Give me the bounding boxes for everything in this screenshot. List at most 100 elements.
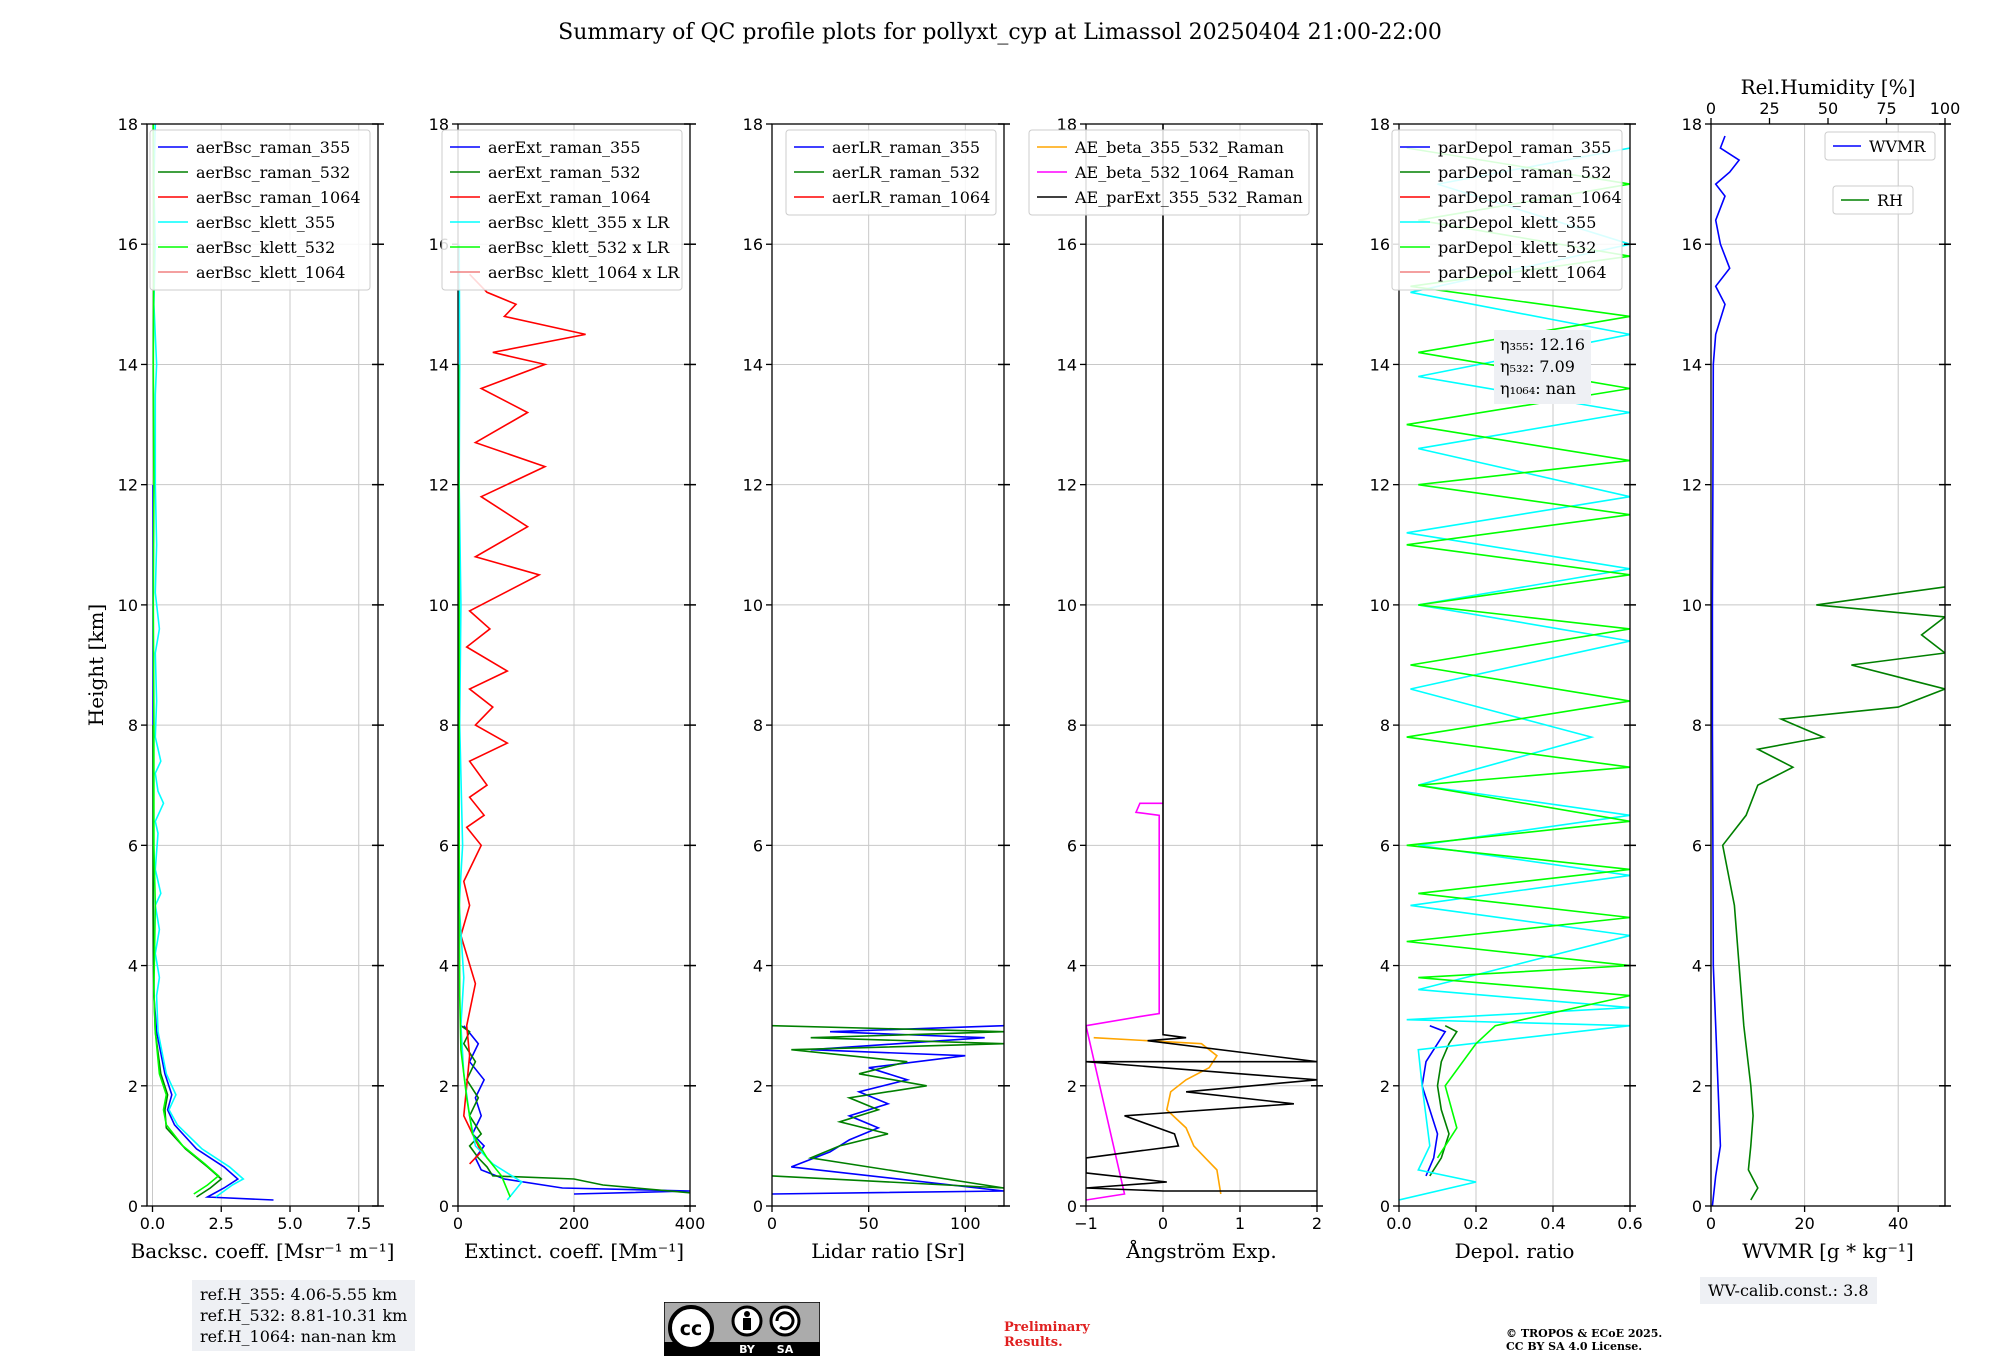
top-x-tick-label: 0	[1706, 99, 1716, 118]
x-tick-label: 0	[1706, 1214, 1716, 1233]
legend-label: aerBsc_raman_532	[196, 163, 350, 182]
top-x-tick-label: 75	[1876, 99, 1896, 118]
series-line-pardepol-raman-532	[1429, 1024, 1458, 1177]
y-tick-label: 2	[1692, 1077, 1702, 1096]
y-tick-label: 6	[1380, 836, 1390, 855]
panel-depolarization: 0 2 4 6 8 10 12 14 16 18 0.0 0.2 0.4 0.6 Depol. ratio p…	[1370, 115, 1643, 1263]
legend-label: parDepol_raman_355	[1438, 138, 1611, 157]
cc-label: cc	[680, 1318, 703, 1340]
ref-height-1064: ref.H_1064: nan-nan km	[200, 1327, 397, 1346]
x-axis-label: WVMR [g * kg⁻¹]	[1742, 1239, 1914, 1263]
series-line-aerbsc-raman-532	[152, 725, 223, 1198]
y-tick-label: 10	[429, 596, 449, 615]
x-tick-label: 100	[950, 1214, 981, 1233]
y-tick-label: 12	[1682, 476, 1702, 495]
legend-frame	[149, 129, 371, 291]
y-tick-label: 12	[118, 476, 138, 495]
legend-label: AE_parExt_355_532_Raman	[1074, 188, 1303, 207]
series-line-ae-beta-355-532-raman	[1093, 1036, 1222, 1195]
x-tick-label: 0.0	[140, 1214, 165, 1233]
y-tick-label: 14	[1370, 355, 1390, 374]
y-tick-label: 6	[128, 836, 138, 855]
y-tick-label: 4	[1692, 957, 1702, 976]
y-tick-label: 18	[743, 115, 763, 134]
legend: aerLR_raman_355 aerLR_raman_532 aerLR_rama…	[785, 129, 997, 216]
legend-frame	[1391, 129, 1623, 291]
series-line-aerbsc-klett-532-x-lr	[458, 364, 511, 1198]
y-tick-label: 18	[429, 115, 449, 134]
x-axis-label: Lidar ratio [Sr]	[811, 1239, 965, 1263]
top-x-tick-label: 100	[1930, 99, 1961, 118]
series-group	[1086, 124, 1317, 1201]
eta-box: η₃₅₅: 12.16 η₅₃₂: 7.09 η₁₀₆₄: nan	[1494, 330, 1592, 404]
x-tick-label: 50	[858, 1214, 878, 1233]
x-tick-label: 0	[453, 1214, 463, 1233]
x-axis-label: Depol. ratio	[1455, 1239, 1575, 1263]
legend-label: aerBsc_klett_1064	[196, 263, 345, 282]
y-tick-label: 18	[118, 115, 138, 134]
x-tick-label: 0	[1158, 1214, 1168, 1233]
y-tick-label: 8	[1380, 716, 1390, 735]
y-tick-label: 12	[743, 476, 763, 495]
y-tick-label: 8	[1067, 716, 1077, 735]
x-tick-label: 40	[1888, 1214, 1908, 1233]
legend-label: aerExt_raman_1064	[488, 188, 651, 207]
series-line-aerbsc-klett-355-x-lr	[458, 244, 523, 1201]
series-line-aerext-raman-355	[463, 1025, 690, 1195]
y-tick-label: 4	[128, 957, 138, 976]
legend-wvmr: WVMR	[1824, 131, 1936, 161]
y-tick-label: 14	[1057, 355, 1077, 374]
x-tick-label: 0.0	[1386, 1214, 1411, 1233]
x-tick-label: 400	[675, 1214, 706, 1233]
x-tick-label: 1	[1235, 1214, 1245, 1233]
y-tick-label: 8	[753, 716, 763, 735]
legend-label: aerBsc_klett_355 x LR	[488, 213, 670, 232]
y-tick-label: 2	[128, 1077, 138, 1096]
legend-frame	[1832, 185, 1914, 215]
x-tick-label: 0	[767, 1214, 777, 1233]
y-tick-label: 18	[1370, 115, 1390, 134]
y-tick-label: 16	[1370, 235, 1390, 254]
legend-frame	[785, 129, 997, 216]
legend-label: parDepol_raman_1064	[1438, 188, 1622, 207]
y-tick-label: 12	[429, 476, 449, 495]
legend-label: aerBsc_klett_532	[196, 238, 335, 257]
series-line-pardepol-klett-355	[1399, 147, 1630, 1201]
y-tick-label: 14	[118, 355, 138, 374]
legend-label: RH	[1877, 191, 1903, 210]
series-group	[772, 1024, 1004, 1195]
series-line-rh	[1721, 586, 1945, 1201]
legend-label: aerLR_raman_355	[832, 138, 980, 157]
y-tick-label: 0	[1380, 1197, 1390, 1216]
x-tick-label: 0.2	[1463, 1214, 1488, 1233]
series-group	[152, 124, 274, 1201]
y-tick-label: 12	[1057, 476, 1077, 495]
legend-label: parDepol_klett_355	[1438, 213, 1596, 232]
x-tick-label: 7.5	[346, 1214, 371, 1233]
series-group	[1399, 147, 1630, 1201]
y-tick-label: 6	[753, 836, 763, 855]
legend-rh: RH	[1832, 185, 1914, 215]
y-tick-label: 6	[1692, 836, 1702, 855]
x-tick-label: −1	[1074, 1214, 1098, 1233]
legend-label: WVMR	[1869, 137, 1926, 156]
cc-by-label: BY	[739, 1343, 756, 1356]
y-tick-label: 8	[439, 716, 449, 735]
eta-1064: η₁₀₆₄: nan	[1500, 379, 1576, 398]
series-line-aerlr-raman-355	[772, 1024, 1004, 1195]
y-tick-label: 10	[743, 596, 763, 615]
x-tick-label: 0.6	[1617, 1214, 1642, 1233]
y-tick-label: 10	[1370, 596, 1390, 615]
y-tick-label: 4	[1067, 957, 1077, 976]
y-tick-label: 18	[1682, 115, 1702, 134]
series-line-pardepol-klett-532	[1406, 147, 1630, 1159]
legend-label: AE_beta_355_532_Raman	[1074, 138, 1284, 157]
preliminary-note: Preliminary Results.	[1004, 1320, 1090, 1350]
y-tick-label: 0	[439, 1197, 449, 1216]
legend: AE_beta_355_532_Raman AE_beta_532_1064_Ra…	[1028, 129, 1310, 216]
x-tick-label: 5.0	[277, 1214, 302, 1233]
copyright-note: © TROPOS & ECoE 2025. CC BY SA 4.0 Licen…	[1506, 1327, 1662, 1353]
series-group	[458, 244, 690, 1201]
y-tick-label: 0	[1067, 1197, 1077, 1216]
